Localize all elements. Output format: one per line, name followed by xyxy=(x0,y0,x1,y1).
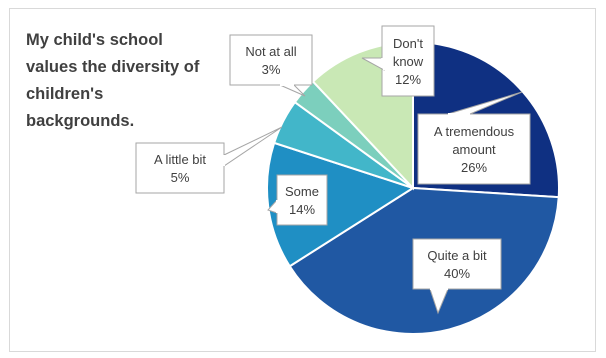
data-label-value: 26% xyxy=(461,160,487,175)
callout-box xyxy=(276,174,328,226)
data-label-value: 5% xyxy=(171,170,190,185)
data-label-text: Don't xyxy=(393,36,423,51)
data-label-text: Some xyxy=(285,184,319,199)
data-label-not-at-all: Not at all 3% xyxy=(229,34,313,97)
callout-pointer xyxy=(279,84,306,97)
callout-box xyxy=(412,238,502,290)
data-label-text: Quite a bit xyxy=(427,248,487,263)
data-label-text: Not at all xyxy=(245,44,296,59)
data-label-text: know xyxy=(393,54,424,69)
chart-title: My child's school values the diversity o… xyxy=(26,31,200,130)
data-label-text: amount xyxy=(452,142,496,157)
data-label-a-tremendous-amount: A tremendous amount 26% xyxy=(417,91,531,185)
callout-box xyxy=(381,25,435,97)
data-label-don-t-know: Don't know 12% xyxy=(361,25,435,97)
callout-box xyxy=(135,142,225,194)
callout-box xyxy=(229,34,313,86)
data-label-some: Some 14% xyxy=(267,174,328,226)
data-label-value: 12% xyxy=(395,72,421,87)
data-label-value: 14% xyxy=(289,202,315,217)
callout-box xyxy=(417,113,531,185)
data-label-a-little-bit: A little bit 5% xyxy=(135,126,283,194)
data-label-text: A tremendous xyxy=(434,124,515,139)
data-label-value: 40% xyxy=(444,266,470,281)
data-label-text: A little bit xyxy=(154,152,206,167)
data-label-quite-a-bit: Quite a bit 40% xyxy=(412,238,502,315)
callout-labels: A tremendous amount 26% Quite a bit 40% Some 1… xyxy=(135,25,531,315)
pie-slice-some xyxy=(266,141,416,268)
data-label-value: 3% xyxy=(262,62,281,77)
